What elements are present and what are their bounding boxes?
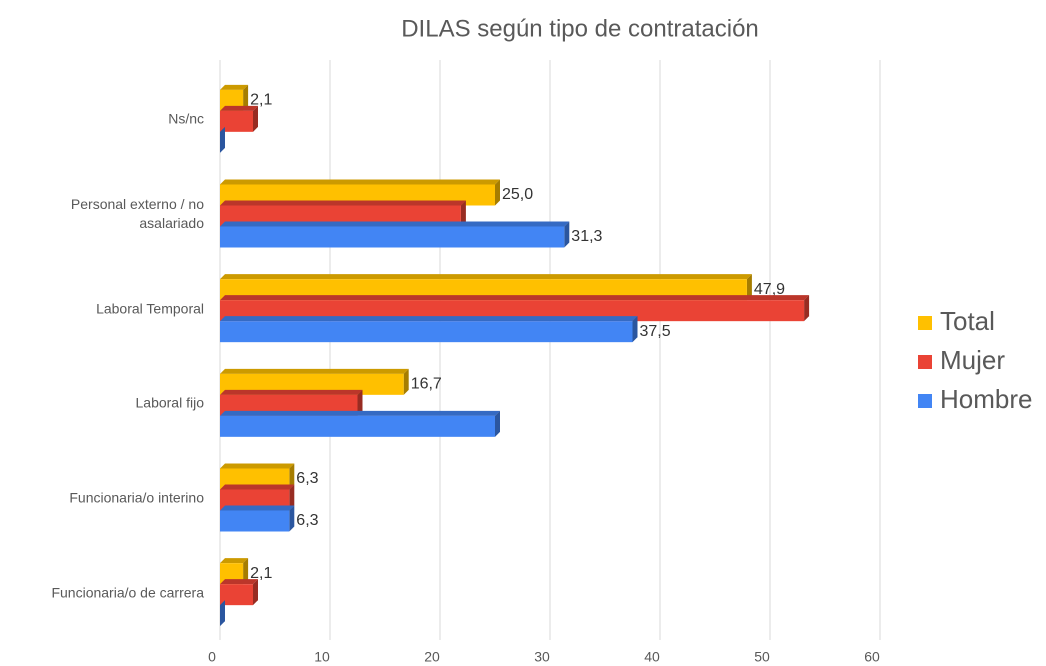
bar-side xyxy=(746,274,752,301)
bar xyxy=(220,279,747,301)
bar xyxy=(220,394,358,416)
bar-side xyxy=(460,200,466,227)
bar-side xyxy=(220,600,225,627)
data-label: 25,0 xyxy=(502,186,533,203)
bar xyxy=(220,468,290,490)
bar xyxy=(220,184,495,206)
bar-top xyxy=(220,579,258,585)
bar-side xyxy=(220,126,225,153)
bar xyxy=(220,89,244,111)
bar xyxy=(220,226,565,248)
bar xyxy=(220,300,805,322)
bar-side xyxy=(243,84,249,111)
bar-side xyxy=(632,316,638,343)
bar-side xyxy=(253,579,258,606)
bar xyxy=(220,489,290,511)
bar-top xyxy=(220,463,295,469)
bar-side xyxy=(289,505,295,532)
bar-top xyxy=(220,389,363,395)
bar-side xyxy=(804,295,810,322)
bar-top xyxy=(220,368,409,374)
bar-top xyxy=(220,410,500,416)
x-tick-label: 0 xyxy=(208,649,216,665)
data-label: 2,1 xyxy=(250,92,272,109)
data-label: 16,7 xyxy=(411,376,442,393)
bar-top xyxy=(220,558,249,564)
bar xyxy=(220,563,244,585)
y-tick-label: Funcionaria/o interino xyxy=(69,489,204,506)
bar-side xyxy=(243,558,249,585)
y-tick-label: Funcionaria/o de carrera xyxy=(51,584,204,601)
bar-side xyxy=(564,221,570,248)
y-tick-label: Personal externo / no asalariado xyxy=(70,196,204,231)
x-tick-label: 60 xyxy=(864,649,880,665)
y-tick-label: Laboral fijo xyxy=(135,394,205,411)
bar-top xyxy=(220,484,295,490)
bar-side xyxy=(403,368,409,395)
x-tick-label: 50 xyxy=(754,649,770,665)
bar-top xyxy=(220,200,466,206)
y-tick-label: Ns/nc xyxy=(168,110,204,127)
bar xyxy=(220,110,253,132)
bar-side xyxy=(289,484,295,511)
legend-swatch xyxy=(918,316,932,330)
legend-label: Hombre xyxy=(940,384,1032,414)
bar-top xyxy=(220,105,258,111)
bar-top xyxy=(220,295,810,301)
bar xyxy=(220,415,495,437)
x-tick-label: 30 xyxy=(534,649,550,665)
bar xyxy=(220,584,253,606)
data-label: 31,3 xyxy=(571,228,602,245)
bar-top xyxy=(220,221,570,227)
legend-label: Mujer xyxy=(940,345,1005,375)
bar-side xyxy=(495,410,500,437)
data-label: 2,1 xyxy=(250,565,272,582)
legend-label: Total xyxy=(940,306,995,336)
x-tick-label: 10 xyxy=(314,649,330,665)
bar-side xyxy=(253,105,258,132)
bar-top xyxy=(220,505,295,511)
chart-title: DILAS según tipo de contratación xyxy=(401,15,759,42)
bar-top xyxy=(220,316,638,322)
legend-swatch xyxy=(918,355,932,369)
bar-side xyxy=(357,389,363,416)
data-label: 6,3 xyxy=(296,512,318,529)
data-label: 47,9 xyxy=(754,281,785,298)
bar-side xyxy=(289,463,295,490)
bar xyxy=(220,321,633,343)
bar-top xyxy=(220,84,249,90)
bar xyxy=(220,205,461,227)
data-label: 37,5 xyxy=(640,323,671,340)
x-tick-label: 40 xyxy=(644,649,660,665)
bar-top xyxy=(220,179,500,185)
data-label: 6,3 xyxy=(296,470,318,487)
bar-side xyxy=(495,179,500,206)
bar-top xyxy=(220,274,752,280)
bar xyxy=(220,373,404,395)
legend-swatch xyxy=(918,394,932,408)
bar xyxy=(220,510,290,532)
x-tick-label: 20 xyxy=(424,649,440,665)
y-tick-label: Laboral Temporal xyxy=(96,300,204,317)
